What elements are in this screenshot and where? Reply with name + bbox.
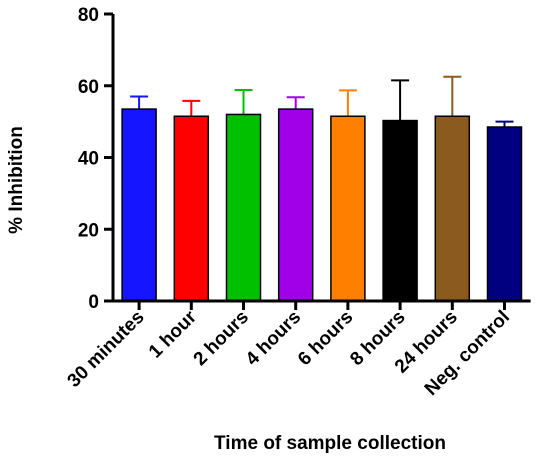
bars (121, 75, 523, 302)
y-tick-label: 80 (78, 5, 99, 26)
bar (173, 115, 210, 302)
y-tick-label: 60 (78, 77, 99, 98)
bar (277, 108, 314, 302)
x-tick-label: 2 hours (190, 307, 253, 370)
bar (486, 126, 523, 302)
y-tick-label: 0 (88, 292, 99, 313)
y-tick-label: 40 (78, 149, 99, 170)
x-tick-label: 6 hours (294, 307, 357, 370)
bar (434, 115, 471, 302)
x-axis-title: Time of sample collection (214, 433, 446, 454)
y-axis-title: % Inhibition (6, 126, 27, 234)
y-axis: 0 20 40 60 80 (78, 5, 115, 313)
bar (121, 108, 157, 302)
x-tick-label: 30 minutes (64, 307, 149, 392)
bar (330, 115, 366, 302)
y-tick-label: 20 (78, 220, 99, 241)
bar (225, 113, 262, 302)
bar (382, 119, 418, 302)
x-tick-label: 4 hours (242, 307, 305, 370)
